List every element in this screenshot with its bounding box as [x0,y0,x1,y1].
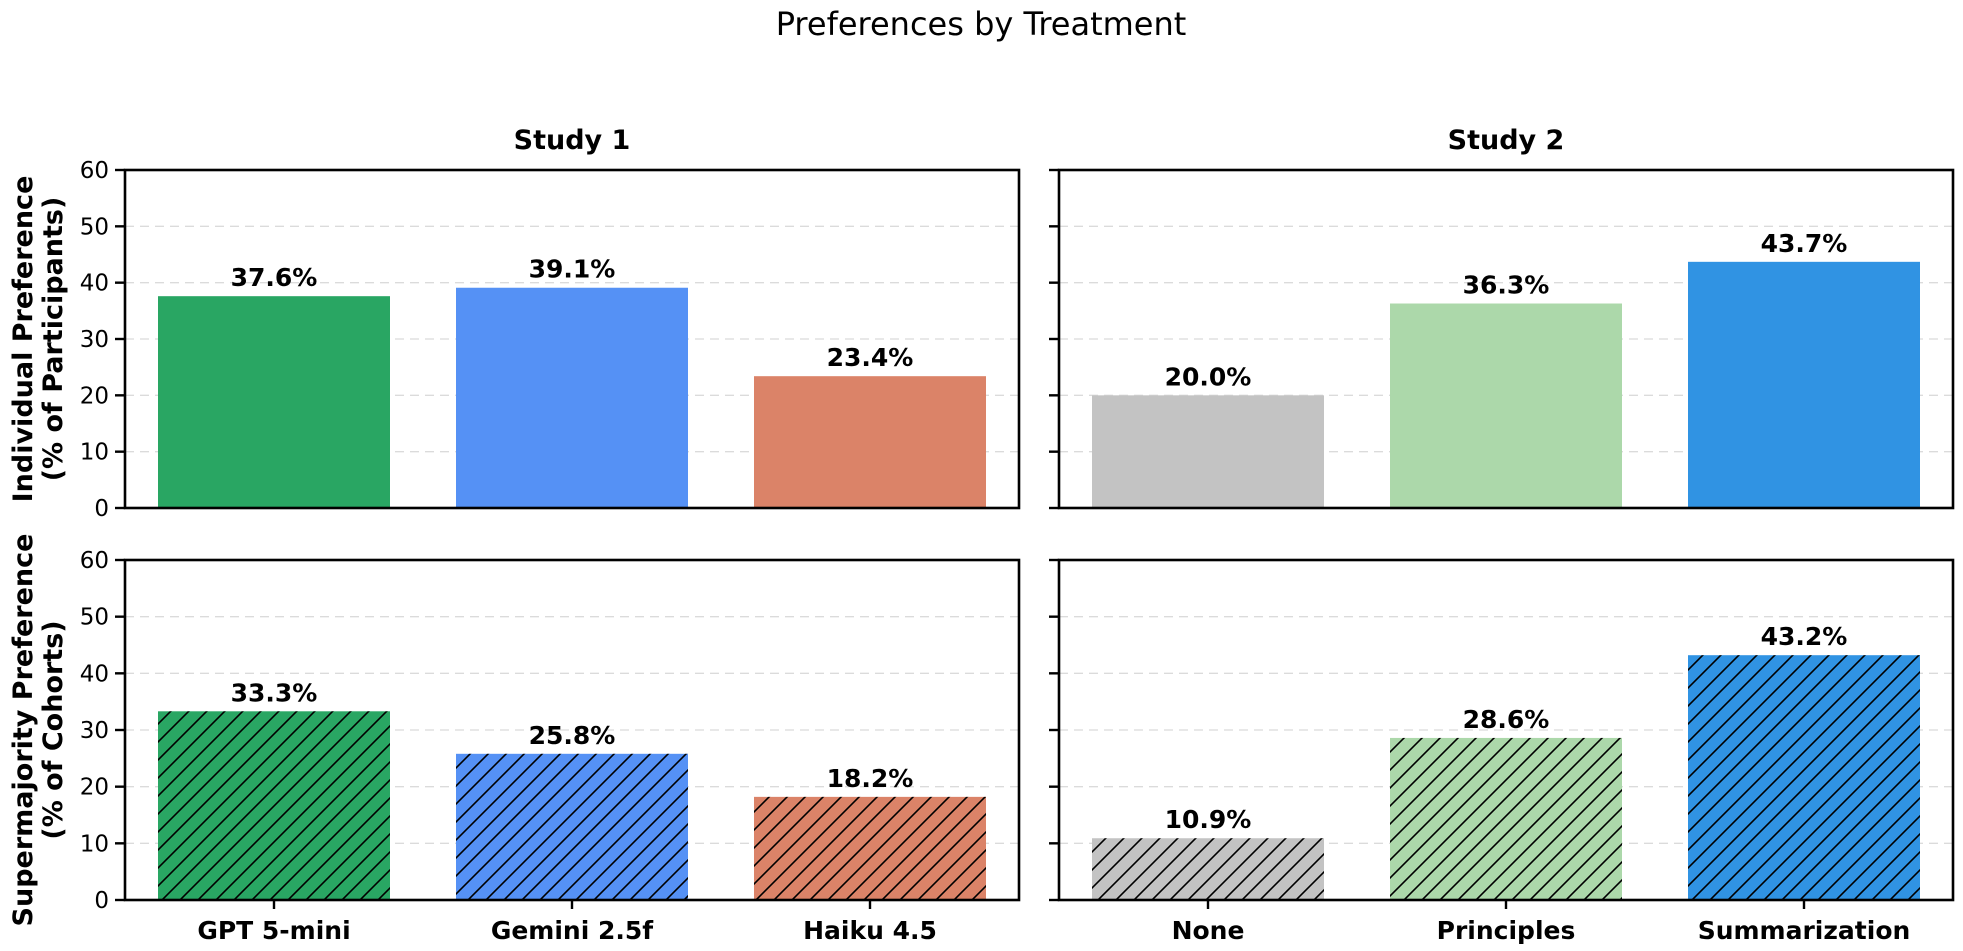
panel-frame [123,558,1021,902]
x-tick-label: GPT 5-mini [197,916,350,945]
data-label: 37.6% [231,263,318,292]
bar-haiku-4-5 [754,376,986,508]
panel-frame [1057,168,1955,510]
y-tick-label: 20 [80,775,109,801]
y-tick-label: 50 [80,214,109,240]
bar-none [1092,395,1324,508]
panel-frame [1057,558,1955,902]
y-axis-label-row-2: Supermajority Preference(% of Cohorts) [8,534,69,927]
bar-summarization [1688,261,1920,508]
y-axis-label-line2: (% of Participants) [38,197,69,482]
y-tick-label: 20 [80,383,109,409]
panel-row1-col1: 37.6% 39.1% 23.4% 0 10 20 30 40 50 60 [80,158,1021,522]
x-tick-label: Principles [1437,916,1576,945]
data-label: 18.2% [827,764,914,793]
y-tick-label: 10 [80,440,109,466]
x-tick-label: Haiku 4.5 [803,916,937,945]
data-label: 23.4% [827,343,914,372]
y-tick-label: 60 [80,548,109,574]
bar-hatch [1092,838,1324,900]
bar-hatch [158,711,390,900]
x-tick-label: None [1172,916,1245,945]
x-tick-label: Summarization [1698,916,1911,945]
y-tick-label: 60 [80,158,109,184]
data-label: 36.3% [1463,271,1550,300]
y-axis-label-row-1: Individual Preference(% of Participants) [8,176,69,503]
y-tick-label: 0 [94,496,109,522]
panel-row2-col1: 33.3% GPT 5-mini 25.8% Gemini 2.5f 18.2% Haik… [80,548,1021,945]
bar-gemini-2-5f [456,287,688,508]
bar-gpt-5-mini [158,296,390,508]
y-tick-label: 10 [80,831,109,857]
y-tick-label: 30 [80,327,109,353]
y-tick-label: 40 [80,661,109,687]
data-label: 25.8% [529,721,616,750]
data-label: 28.6% [1463,705,1550,734]
panel-frame [123,168,1021,510]
y-axis-label-line1: Supermajority Preference [8,534,39,927]
data-label: 39.1% [529,255,616,284]
bar-hatch [1688,655,1920,900]
bar-hatch [456,753,688,900]
column-title-1: Study 1 [514,125,631,156]
y-tick-label: 50 [80,605,109,631]
panel-row2-col2: 10.9% None 28.6% Principles 43.2% Summarizati… [1049,558,1955,945]
bar-principles [1390,303,1622,508]
bar-hatch [754,796,986,900]
column-title-2: Study 2 [1448,125,1565,156]
data-label: 43.2% [1761,622,1848,651]
data-label: 43.7% [1761,229,1848,258]
y-tick-label: 40 [80,271,109,297]
y-axis-label-line1: Individual Preference [8,176,39,503]
x-tick-label: Gemini 2.5f [491,916,654,945]
data-label: 33.3% [231,678,318,707]
y-tick-label: 0 [94,888,109,914]
y-axis-label-line2: (% of Cohorts) [38,620,69,839]
y-tick-label: 30 [80,718,109,744]
panel-row1-col2: 20.0% 36.3% 43.7% [1049,168,1955,510]
bar-hatch [1390,737,1622,900]
data-label: 10.9% [1165,805,1252,834]
data-label: 20.0% [1165,362,1252,391]
chart-title: Preferences by Treatment [776,5,1187,43]
